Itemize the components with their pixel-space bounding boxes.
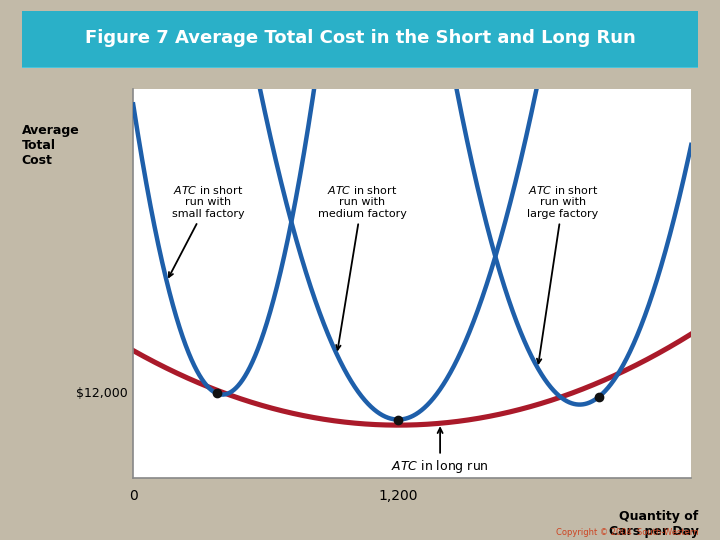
Text: $\mathit{ATC}$ in short
run with
medium factory: $\mathit{ATC}$ in short run with medium … (318, 184, 406, 350)
FancyBboxPatch shape (0, 6, 720, 68)
FancyBboxPatch shape (0, 9, 720, 76)
Text: Quantity of
Cars per Day: Quantity of Cars per Day (608, 510, 698, 538)
Text: $12,000: $12,000 (76, 387, 128, 400)
Text: $\mathit{ATC}$ in short
run with
large factory: $\mathit{ATC}$ in short run with large f… (527, 184, 598, 363)
Text: $\mathit{ATC}$ in long run: $\mathit{ATC}$ in long run (391, 428, 489, 475)
Text: 1,200: 1,200 (379, 489, 418, 503)
Text: Copyright © 2004  South-Western: Copyright © 2004 South-Western (556, 528, 698, 537)
Text: $\mathit{ATC}$ in short
run with
small factory: $\mathit{ATC}$ in short run with small f… (169, 184, 245, 277)
Text: Figure 7 Average Total Cost in the Short and Long Run: Figure 7 Average Total Cost in the Short… (85, 29, 635, 47)
Text: 0: 0 (129, 489, 138, 503)
Text: Average
Total
Cost: Average Total Cost (22, 124, 79, 167)
